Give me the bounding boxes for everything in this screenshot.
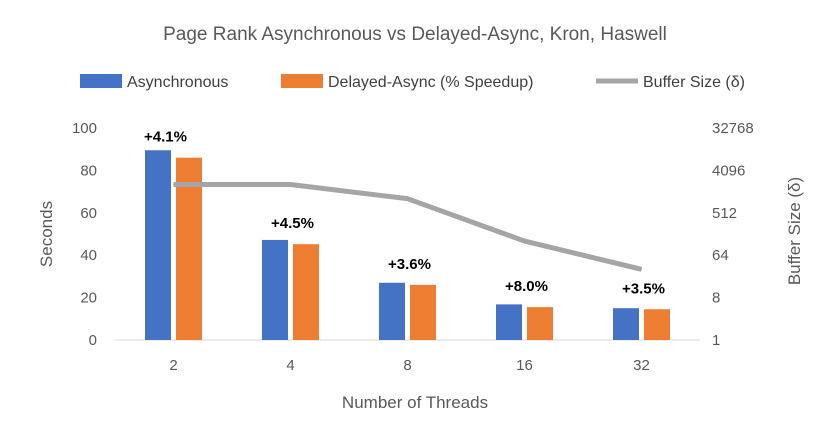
legend-label-buffer-size: Buffer Size (δ): [643, 74, 745, 91]
x-tick-label: 4: [286, 357, 294, 374]
bar-asynchronous-32: [613, 308, 639, 340]
point-buffer-size-4: [290, 184, 291, 186]
y-tick-label: 20: [80, 290, 97, 307]
y2-axis-title: Buffer Size (δ): [785, 177, 804, 285]
y2-tick-label: 32768: [712, 120, 754, 137]
data-label-speedup-16: +8.0%: [505, 278, 548, 295]
y-tick-label: 60: [80, 205, 97, 222]
point-buffer-size-8: [407, 198, 408, 200]
data-labels: +4.1% +4.5% +3.6% +8.0% +3.5%: [144, 129, 665, 298]
x-tick-label: 16: [516, 357, 533, 374]
legend-swatch-delayed-async: [281, 74, 323, 88]
legend: Asynchronous Delayed-Async (% Speedup) B…: [80, 74, 745, 91]
y2-tick-label: 64: [712, 247, 729, 264]
chart-title: Page Rank Asynchronous vs Delayed-Async,…: [163, 24, 667, 45]
bars: [145, 150, 670, 340]
bar-delayed-async-4: [293, 244, 319, 340]
y-tick-label: 40: [80, 247, 97, 264]
legend-label-asynchronous: Asynchronous: [127, 74, 228, 91]
y-tick-label: 100: [72, 120, 97, 137]
x-axis-title: Number of Threads: [342, 393, 488, 412]
bar-asynchronous-8: [379, 282, 405, 340]
y-axis-title: Seconds: [37, 201, 56, 267]
y-tick-label: 0: [89, 332, 97, 349]
bar-asynchronous-16: [496, 304, 522, 340]
bar-delayed-async-32: [644, 309, 670, 340]
bar-asynchronous-2: [145, 150, 171, 340]
bar-delayed-async-8: [410, 284, 436, 340]
point-buffer-size-2: [173, 184, 174, 186]
x-tick-label: 8: [403, 357, 411, 374]
bar-delayed-async-2: [176, 157, 202, 340]
bar-asynchronous-4: [262, 239, 288, 340]
data-label-speedup-8: +3.6%: [388, 256, 431, 273]
y-tick-label: 80: [80, 162, 97, 179]
y2-tick-label: 512: [712, 205, 737, 222]
x-tick-label: 2: [169, 357, 177, 374]
data-label-speedup-32: +3.5%: [622, 280, 665, 297]
bar-delayed-async-16: [527, 307, 553, 340]
point-buffer-size-32: [641, 268, 642, 270]
data-label-speedup-4: +4.5%: [271, 215, 314, 232]
x-axis-ticks: 2 4 8 16 32: [169, 357, 650, 374]
y2-tick-label: 8: [712, 290, 720, 307]
x-tick-label: 32: [633, 357, 650, 374]
legend-label-delayed-async: Delayed-Async (% Speedup): [328, 74, 533, 91]
y2-tick-label: 1: [712, 332, 720, 349]
point-buffer-size-16: [524, 240, 525, 242]
data-label-speedup-2: +4.1%: [144, 129, 187, 146]
y2-tick-label: 4096: [712, 162, 745, 179]
buffer-size-line-layer: [173, 182, 643, 272]
legend-swatch-asynchronous: [80, 74, 122, 88]
right-axis-ticks: 1 8 64 512 4096 32768: [712, 120, 754, 349]
left-axis-ticks: 0 20 40 60 80 100: [72, 120, 97, 349]
